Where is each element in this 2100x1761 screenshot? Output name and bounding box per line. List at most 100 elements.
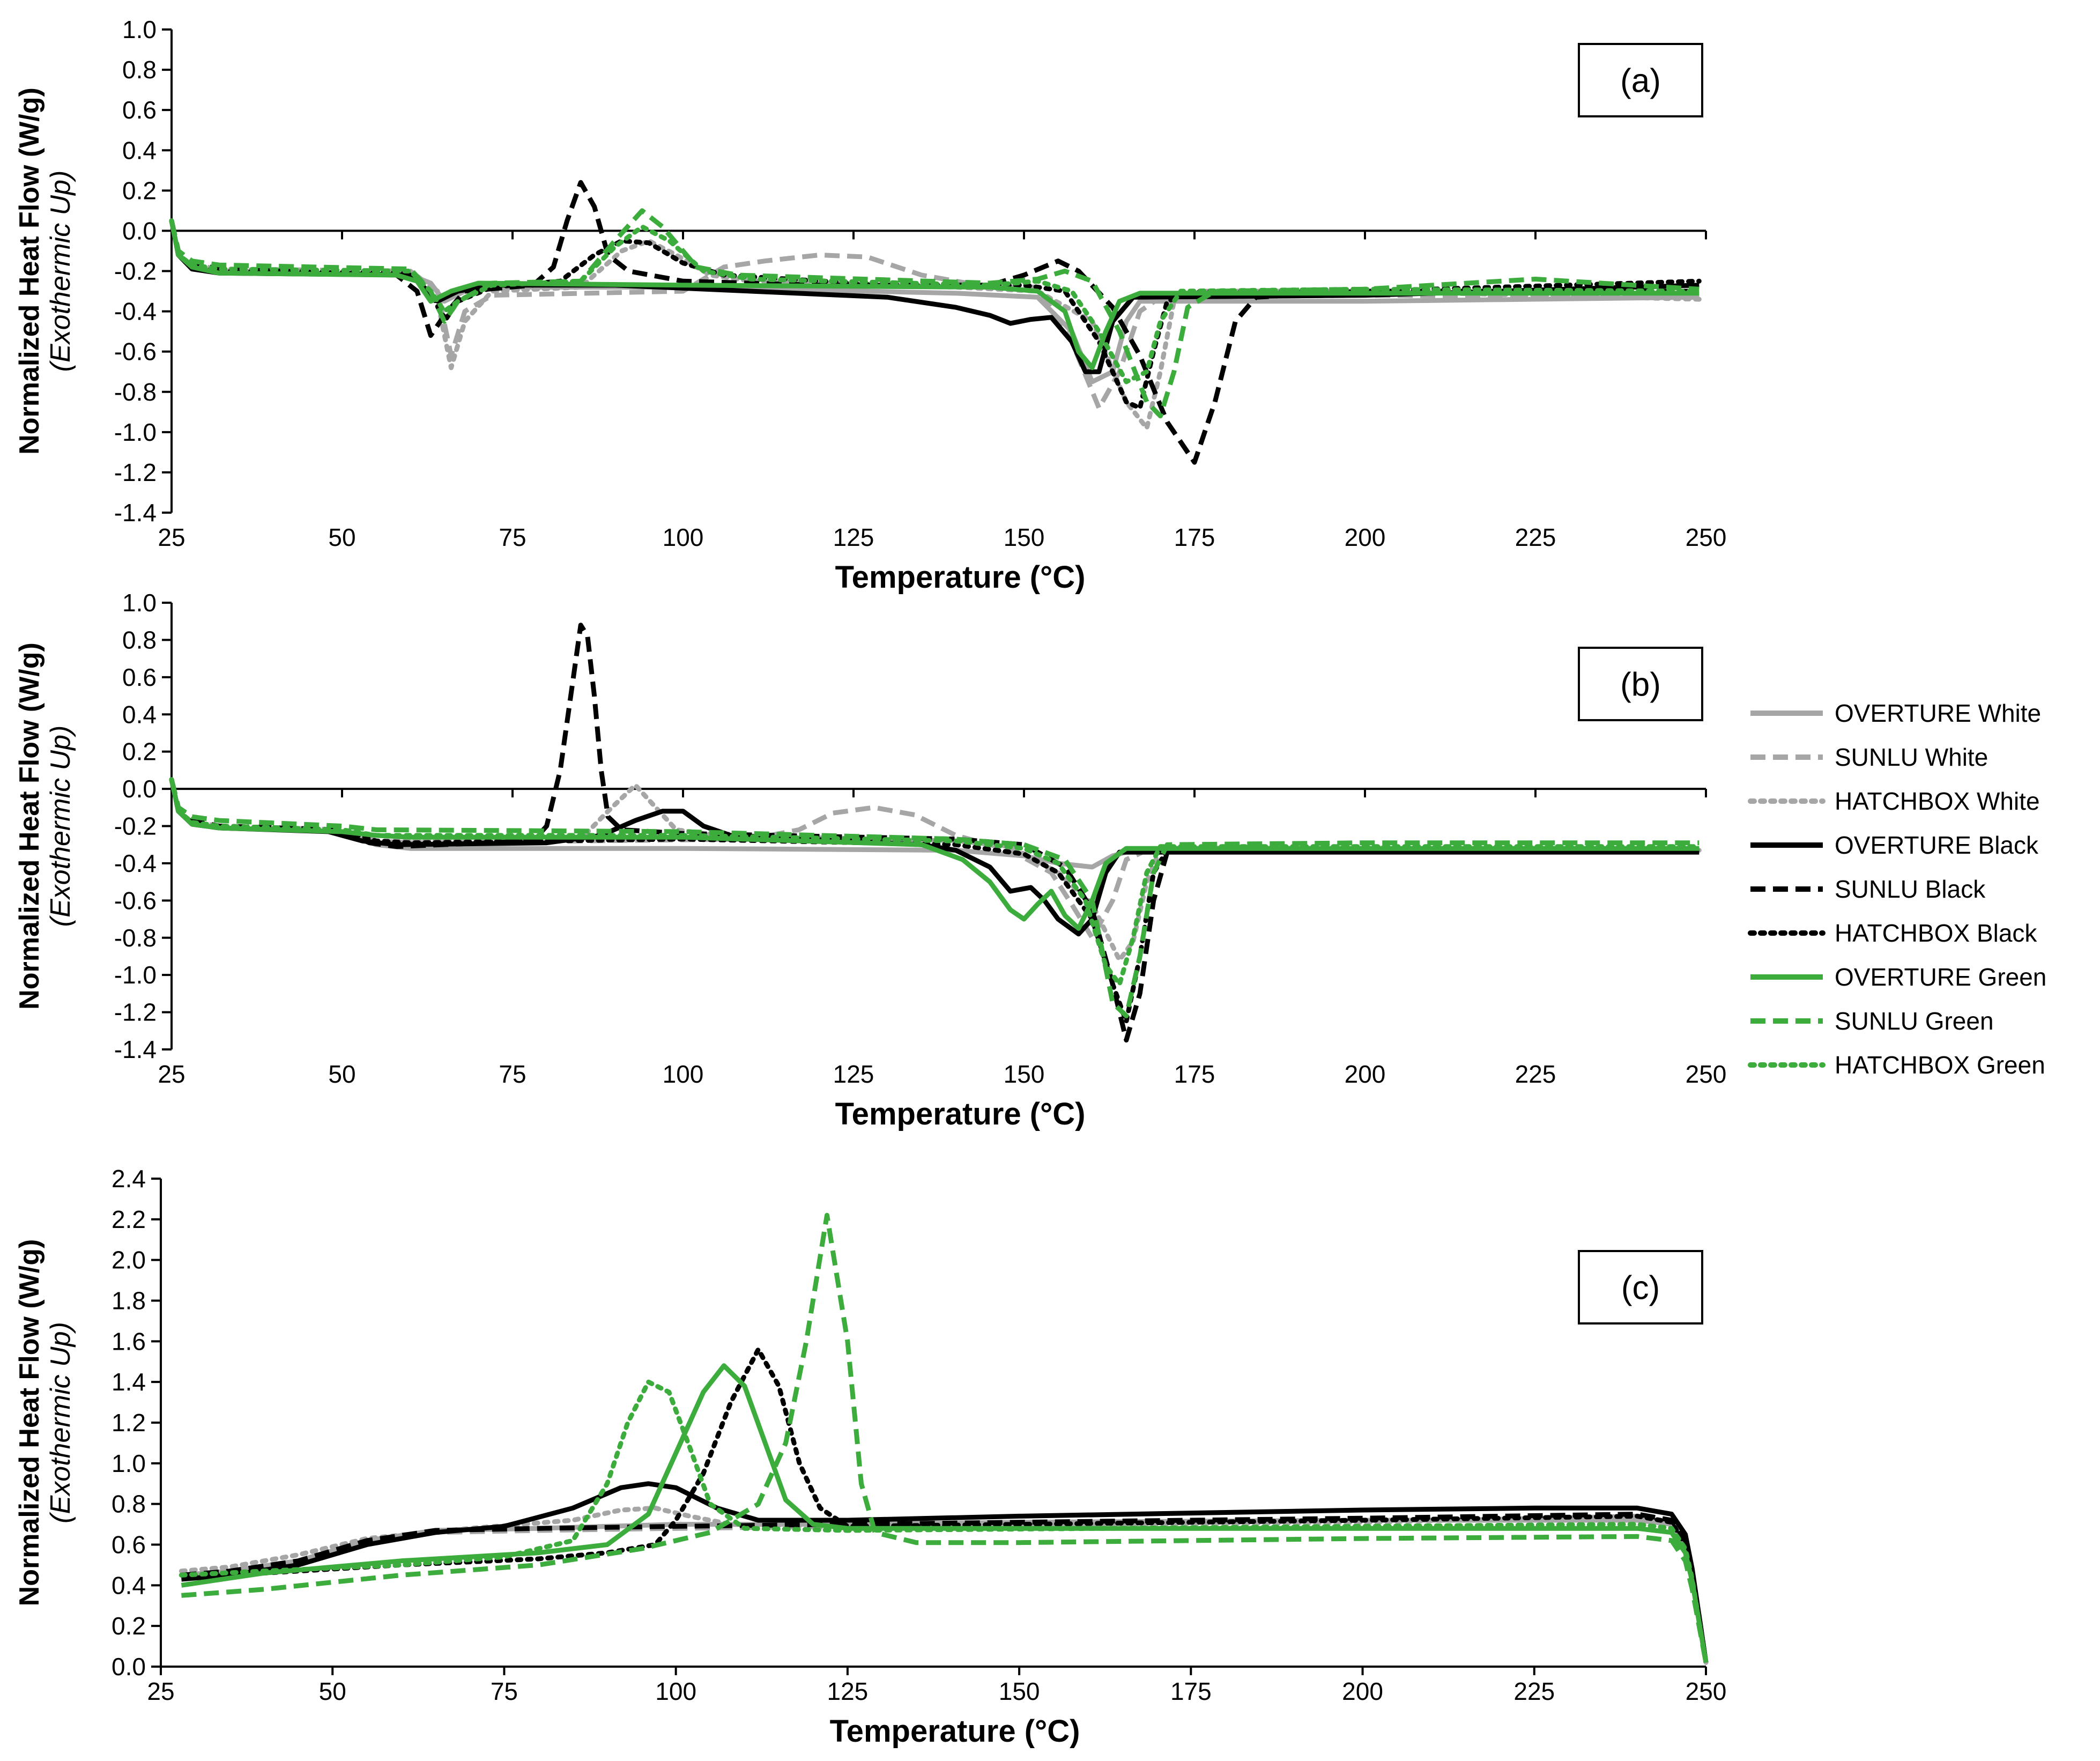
x-tick-label: 150	[1004, 1060, 1045, 1088]
chart-panel-1: 1.0 0.8 0.6 0.4 0.2 0.0 -0.2 -0.4 -0.6 -0.8 -1.0 -1…	[14, 16, 1726, 595]
legend-label: OVERTURE Green	[1835, 963, 2046, 991]
x-tick-label: 125	[833, 1060, 874, 1088]
x-tick-label: 100	[663, 1060, 704, 1088]
x-tick-label: 125	[827, 1677, 869, 1705]
legend-label: SUNLU Green	[1835, 1007, 1994, 1035]
y-tick-label: 0.2	[122, 738, 157, 766]
series-line-sunlu-green	[169, 208, 1700, 419]
y-tick-label: 0.2	[112, 1612, 146, 1640]
y-tick-label: 1.4	[112, 1368, 146, 1396]
y-tick-label: 0.4	[122, 136, 157, 164]
x-tick-label: 25	[158, 523, 185, 551]
chart-panel-2: 1.0 0.8 0.6 0.4 0.2 0.0 -0.2 -0.4 -0.6 -0.8 -1.0 -1…	[14, 589, 1726, 1131]
series-line-sunlu-green	[169, 779, 1700, 1018]
x-tick-label: 250	[1686, 1677, 1727, 1705]
y-tick-label: -1.2	[114, 458, 157, 486]
x-tick-label: 100	[655, 1677, 696, 1705]
series-line-sunlu-black	[169, 623, 1700, 1043]
x-tick-label: 50	[328, 1060, 355, 1088]
y-axis-title: Normalized Heat Flow (W/g)	[14, 87, 45, 455]
panel-label: (b)	[1620, 667, 1661, 704]
y-tick-label: -0.6	[114, 338, 157, 366]
y-tick-label: -0.6	[114, 886, 157, 914]
y-tick-label: -0.8	[114, 378, 157, 406]
series-line-hatchbox-green	[179, 1379, 1709, 1665]
x-tick-label: 225	[1513, 1677, 1555, 1705]
y-tick-label: 2.2	[112, 1205, 146, 1233]
x-axis-title: Temperature (°C)	[835, 1097, 1086, 1131]
legend-label: OVERTURE White	[1835, 699, 2041, 727]
x-tick-label: 50	[328, 523, 355, 551]
series-line-sunlu-green	[181, 1212, 1709, 1663]
legend-label: HATCHBOX Green	[1835, 1051, 2045, 1079]
legend-label: OVERTURE Black	[1835, 831, 2039, 859]
y-tick-label: 1.0	[112, 1449, 146, 1477]
x-tick-label: 200	[1342, 1677, 1383, 1705]
series-line-hatchbox-white	[169, 777, 1702, 963]
series-line-hatchbox-green	[169, 777, 1702, 987]
y-tick-label: 1.6	[112, 1327, 146, 1355]
x-axis-title: Temperature (°C)	[835, 560, 1086, 595]
x-tick-label: 200	[1345, 523, 1386, 551]
series-line-hatchbox-black	[169, 777, 1702, 1024]
y-tick-label: 1.0	[122, 16, 157, 43]
y-tick-label: -1.0	[114, 418, 157, 446]
y-tick-label: 0.2	[122, 176, 157, 204]
y-tick-label: -1.2	[114, 998, 157, 1026]
y-tick-label: 0.6	[112, 1531, 146, 1559]
panel-label-box	[1578, 647, 1703, 721]
legend-label: SUNLU Black	[1835, 875, 1986, 903]
y-tick-label: -0.4	[114, 298, 157, 325]
series-line-overture-white	[181, 1518, 1709, 1663]
panel-label-box	[1578, 43, 1703, 117]
x-tick-label: 200	[1345, 1060, 1386, 1088]
panel-label: (c)	[1621, 1270, 1660, 1307]
x-tick-label: 175	[1174, 523, 1215, 551]
y-axis-title: Normalized Heat Flow (W/g)	[14, 642, 45, 1010]
y-tick-label: 0.0	[112, 1653, 146, 1681]
y-tick-label: 0.6	[122, 663, 157, 691]
y-tick-label: 0.8	[122, 56, 157, 84]
y-axis-subtitle: (Exothermic Up)	[45, 171, 76, 372]
y-tick-label: 0.0	[122, 775, 157, 803]
y-axis-title: Normalized Heat Flow (W/g)	[14, 1239, 45, 1607]
y-tick-label: -0.4	[114, 849, 157, 877]
x-tick-label: 225	[1515, 1060, 1556, 1088]
y-tick-label: 0.8	[112, 1490, 146, 1518]
y-tick-label: -1.4	[114, 499, 157, 527]
series-line-hatchbox-white	[179, 1505, 1709, 1665]
x-tick-label: 250	[1686, 1060, 1727, 1088]
x-tick-label: 125	[833, 523, 874, 551]
x-tick-label: 150	[999, 1677, 1040, 1705]
x-tick-label: 25	[147, 1677, 174, 1705]
series-line-overture-black	[169, 779, 1700, 937]
chart-panel-3: 2.42.22.01.81.61.41.21.00.80.60.40.20.02…	[14, 1165, 1726, 1749]
panel-label: (a)	[1620, 63, 1661, 100]
series-line-sunlu-white	[169, 779, 1700, 941]
y-tick-label: -0.2	[114, 812, 157, 840]
y-axis-subtitle: (Exothermic Up)	[45, 1322, 76, 1523]
y-tick-label: 1.2	[112, 1409, 146, 1437]
y-tick-label: 0.4	[122, 700, 157, 728]
x-axis-title: Temperature (°C)	[830, 1714, 1080, 1749]
series-line-hatchbox-black	[179, 1347, 1709, 1665]
y-tick-label: 1.8	[112, 1287, 146, 1315]
series-line-overture-green	[169, 220, 1700, 371]
y-tick-label: -1.0	[114, 961, 157, 989]
y-tick-label: -0.2	[114, 257, 157, 285]
y-tick-label: -1.4	[114, 1035, 157, 1063]
series-line-hatchbox-white	[169, 218, 1702, 431]
x-tick-label: 175	[1170, 1677, 1212, 1705]
y-tick-label: 2.0	[112, 1246, 146, 1274]
y-tick-label: -0.8	[114, 924, 157, 952]
y-tick-label: 0.8	[122, 626, 157, 654]
panel-label-box	[1578, 1250, 1703, 1325]
x-tick-label: 75	[499, 523, 526, 551]
series-line-sunlu-black	[169, 180, 1700, 465]
series-line-overture-white	[169, 220, 1700, 384]
y-tick-label: 0.0	[122, 217, 157, 245]
x-tick-label: 50	[319, 1677, 346, 1705]
x-tick-label: 25	[158, 1060, 185, 1088]
series-line-hatchbox-green	[169, 218, 1702, 384]
x-tick-label: 75	[491, 1677, 518, 1705]
